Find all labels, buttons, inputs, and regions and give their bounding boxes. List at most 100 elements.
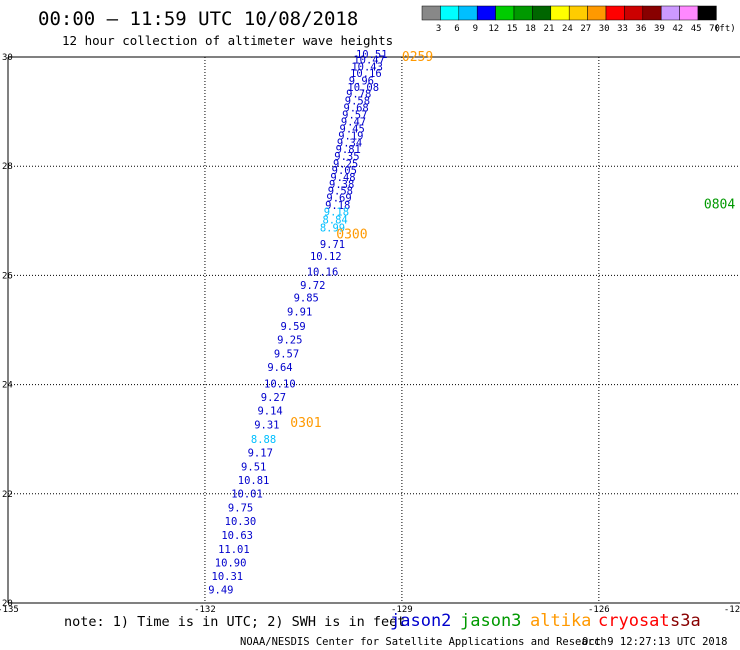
legend-entry-s3a: s3a: [670, 611, 701, 631]
swh-value-label: 10.47: [353, 55, 385, 67]
y-tick-label: 20: [2, 599, 13, 609]
swh-value-label: 9.14: [257, 406, 282, 418]
swh-value-label: 9.47: [341, 116, 366, 128]
colorbar-swatch: [550, 5, 570, 21]
swh-value-label: 9.96: [349, 75, 374, 87]
swh-value-label: 10.51: [356, 49, 388, 61]
plot-area: [7, 56, 740, 604]
colorbar-unit: (ft): [714, 24, 736, 34]
colorbar-level: 15: [507, 24, 518, 34]
swh-value-label: 9.58: [345, 96, 370, 108]
colorbar-level: 33: [617, 24, 628, 34]
colorbar-level: 18: [525, 24, 536, 34]
colorbar-swatch: [421, 5, 441, 21]
colorbar-swatch: [458, 5, 478, 21]
x-tick-label: -132: [194, 605, 216, 615]
swh-value-label: 9.31: [254, 419, 279, 431]
swh-value-label: 9.57: [342, 110, 367, 122]
swh-value-label: 8.84: [322, 215, 347, 227]
chart-note: note: 1) Time is in UTC; 2) SWH is in fe…: [64, 614, 405, 630]
chart-subtitle: 12 hour collection of altimeter wave hei…: [62, 33, 393, 48]
swh-values: 10.5110.4710.4310.169.9610.089.789.589.6…: [208, 49, 388, 597]
swh-value-label: 9.49: [208, 585, 233, 597]
y-tick-label: 26: [2, 271, 13, 281]
legend-entry-jason2: jason2: [390, 611, 451, 631]
colorbar-swatch: [476, 5, 496, 21]
swh-value-label: 10.31: [212, 571, 244, 583]
colorbar-swatch: [624, 5, 644, 21]
time-label: 0301: [290, 416, 321, 431]
colorbar-swatch: [660, 5, 680, 21]
time-labels: 025903000301080308040546040: [290, 50, 735, 431]
colorbar-level: 70: [709, 24, 720, 34]
swh-value-label: 9.68: [343, 103, 368, 115]
swh-value-label: 9.71: [320, 239, 345, 251]
swh-value-label: 8.99: [320, 223, 345, 235]
x-tick-label: -135: [0, 605, 19, 615]
y-tick-label: 28: [2, 162, 13, 172]
colorbar-level: 30: [599, 24, 610, 34]
colorbar-swatch: [679, 5, 699, 21]
swh-value-label: 9.91: [287, 306, 312, 318]
swh-value-label: 9.25: [277, 335, 302, 347]
credit-timestamp: Oct 9 12:27:13 UTC 2018: [582, 636, 727, 648]
swh-value-label: 9.58: [328, 186, 353, 198]
swh-value-label: 9.59: [280, 321, 305, 333]
colorbar-level: 27: [580, 24, 591, 34]
swh-value-label: 9.51: [241, 461, 266, 473]
swh-value-label: 8.88: [251, 434, 276, 446]
swh-value-label: 9.05: [332, 165, 357, 177]
swh-value-label: 9.19: [338, 130, 363, 142]
swh-value-label: 9.48: [330, 172, 355, 184]
colorbar-level: 42: [672, 24, 683, 34]
time-label: 0804: [704, 197, 735, 212]
y-tick-label: 30: [2, 53, 13, 63]
colorbar-level: 12: [488, 24, 499, 34]
swh-value-label: 10.16: [350, 68, 382, 80]
time-label: 0259: [402, 50, 433, 65]
swh-value-label: 9.78: [346, 88, 371, 100]
swh-value-label: 9.35: [334, 151, 359, 163]
x-tick-label: -129: [391, 605, 413, 615]
colorbar: 3 6 9 12 15 18 21 24 27 30 33 36 39 42 45 70: [421, 5, 720, 34]
swh-value-label: 9.57: [274, 348, 299, 360]
colorbar-swatch: [568, 5, 588, 21]
colorbar-level: 9: [473, 24, 478, 34]
credit-source: NOAA/NESDIS Center for Satellite Applica…: [240, 636, 607, 648]
colorbar-level: 45: [691, 24, 702, 34]
satellite-legend: jason2 jason3 altika cryosat s3a: [390, 611, 701, 631]
colorbar-swatch: [513, 5, 533, 21]
colorbar-swatch: [605, 5, 625, 21]
swh-value-label: 9.69: [326, 193, 351, 205]
swh-value-label: 9.45: [340, 123, 365, 135]
swh-value-label: 10.81: [238, 475, 270, 487]
colorbar-level: 39: [654, 24, 665, 34]
colorbar-level: 3: [436, 24, 441, 34]
swh-value-label: 10.01: [231, 489, 263, 501]
colorbar-swatch: [642, 5, 662, 21]
swh-value-label: 9.38: [329, 179, 354, 191]
y-tick-label: 22: [2, 490, 13, 500]
swh-value-label: 10.63: [221, 530, 253, 542]
x-tick-label: -126: [588, 605, 610, 615]
colorbar-swatch: [697, 5, 717, 21]
swh-value-label: 9.34: [337, 138, 362, 150]
swh-value-label: 9.81: [336, 144, 361, 156]
grid-lines: [8, 57, 740, 603]
colorbar-level: 6: [454, 24, 459, 34]
colorbar-swatch: [440, 5, 460, 21]
time-label: 0300: [336, 227, 367, 242]
swh-value-label: 9.85: [294, 293, 319, 305]
y-tick-label: 24: [2, 381, 13, 391]
legend-entry-cryosat: cryosat: [598, 611, 670, 631]
colorbar-level: 21: [544, 24, 555, 34]
legend-entry-altika: altika: [530, 611, 591, 631]
swh-value-label: 10.90: [215, 557, 247, 569]
swh-value-label: 10.08: [347, 82, 379, 94]
swh-value-label: 10.30: [225, 516, 257, 528]
swh-value-label: 9.25: [333, 158, 358, 170]
swh-value-label: 9.18: [325, 200, 350, 212]
swh-value-label: 9.17: [248, 448, 273, 460]
